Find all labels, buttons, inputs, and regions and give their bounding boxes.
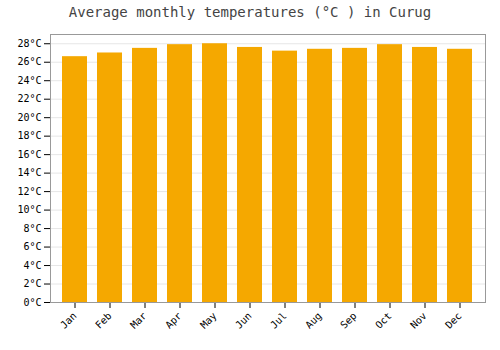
svg-text:Sep: Sep bbox=[338, 310, 359, 331]
svg-text:14°C: 14°C bbox=[17, 167, 41, 178]
svg-text:Mar: Mar bbox=[128, 310, 149, 331]
svg-text:0°C: 0°C bbox=[23, 297, 41, 308]
svg-text:May: May bbox=[198, 310, 219, 331]
svg-text:12°C: 12°C bbox=[17, 186, 41, 197]
svg-text:4°C: 4°C bbox=[23, 260, 41, 271]
svg-text:10°C: 10°C bbox=[17, 204, 41, 215]
svg-text:2°C: 2°C bbox=[23, 278, 41, 289]
svg-text:18°C: 18°C bbox=[17, 130, 41, 141]
svg-text:16°C: 16°C bbox=[17, 149, 41, 160]
html-text:Average monthly temperatures (: Average monthly temperatures (°C ) in Cu… bbox=[68, 4, 432, 20]
svg-text:Dec: Dec bbox=[443, 310, 464, 331]
svg-text:20°C: 20°C bbox=[17, 112, 41, 123]
svg-text:28°C: 28°C bbox=[17, 38, 41, 49]
svg-text:Jan: Jan bbox=[58, 310, 79, 331]
svg-text:Apr: Apr bbox=[163, 310, 184, 331]
svg-text:Feb: Feb bbox=[93, 310, 114, 331]
svg-text:Jun: Jun bbox=[233, 310, 254, 331]
svg-text:24°C: 24°C bbox=[17, 75, 41, 86]
svg-text:Nov: Nov bbox=[408, 310, 429, 331]
svg-text:6°C: 6°C bbox=[23, 241, 41, 252]
svg-text:22°C: 22°C bbox=[17, 93, 41, 104]
svg-text:Aug: Aug bbox=[303, 310, 324, 331]
svg-text:Oct: Oct bbox=[373, 310, 394, 331]
svg-text:Jul: Jul bbox=[268, 310, 289, 331]
svg-text:8°C: 8°C bbox=[23, 223, 41, 234]
svg-text:26°C: 26°C bbox=[17, 56, 41, 67]
